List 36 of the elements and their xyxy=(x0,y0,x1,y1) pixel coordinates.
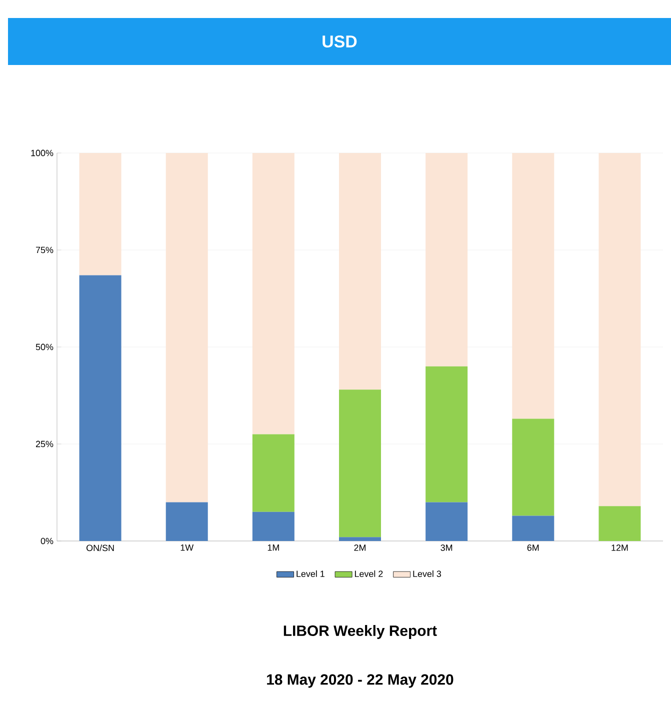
legend-label: Level 3 xyxy=(413,570,442,577)
bar xyxy=(252,152,294,434)
bar xyxy=(79,152,122,276)
y-tick-label: 100% xyxy=(31,150,54,156)
x-tick-label: ON/SN xyxy=(86,544,114,552)
bar xyxy=(339,390,381,538)
bar xyxy=(598,506,641,541)
bar xyxy=(166,502,208,541)
chart-title: USD xyxy=(322,36,357,48)
bar xyxy=(512,418,554,516)
bar xyxy=(79,275,122,541)
bar xyxy=(598,152,641,506)
y-tick-label: 50% xyxy=(36,344,54,350)
x-tick-label: 2M xyxy=(354,544,366,551)
text: 18 May 2020 - 22 May 2020 xyxy=(267,674,454,688)
bar xyxy=(426,366,468,502)
bar xyxy=(166,152,208,502)
bar xyxy=(512,152,554,419)
bar xyxy=(512,516,554,541)
bar xyxy=(252,434,294,512)
x-tick-label: 1W xyxy=(180,544,194,551)
legend-label: Level 2 xyxy=(354,570,383,577)
x-tick-label: 12M xyxy=(612,544,628,551)
bar xyxy=(426,152,468,366)
bar xyxy=(339,537,381,541)
y-tick-label: 75% xyxy=(36,246,54,254)
y-tick-label: 0% xyxy=(40,538,54,544)
x-tick-label: 6M xyxy=(527,544,539,551)
bar xyxy=(426,502,468,541)
x-tick-label: 1M xyxy=(268,544,279,551)
bar xyxy=(339,152,381,390)
legend-label: Level 1 xyxy=(296,570,324,577)
text: LIBOR Weekly Report xyxy=(284,625,437,639)
x-tick-label: 3M xyxy=(440,544,452,551)
bar xyxy=(252,512,294,541)
y-tick-label: 25% xyxy=(36,440,54,448)
